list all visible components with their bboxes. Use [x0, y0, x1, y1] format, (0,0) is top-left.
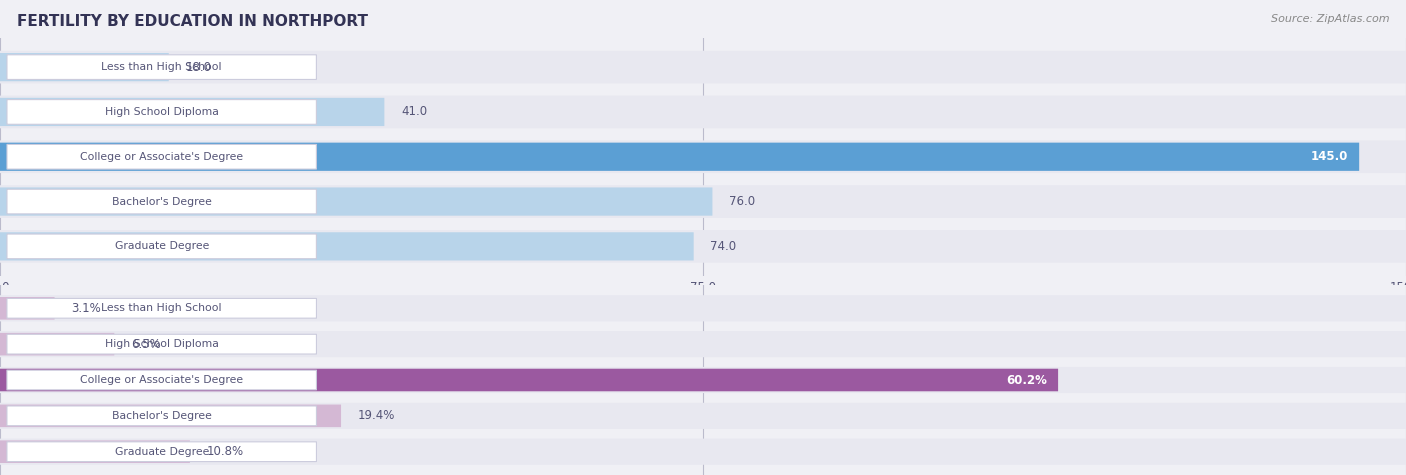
- Text: 19.4%: 19.4%: [357, 409, 395, 422]
- FancyBboxPatch shape: [0, 438, 1406, 465]
- FancyBboxPatch shape: [0, 295, 1406, 322]
- FancyBboxPatch shape: [0, 297, 55, 320]
- Text: 60.2%: 60.2%: [1005, 373, 1046, 387]
- FancyBboxPatch shape: [0, 333, 114, 355]
- Text: College or Associate's Degree: College or Associate's Degree: [80, 152, 243, 162]
- FancyBboxPatch shape: [7, 55, 316, 79]
- Text: Less than High School: Less than High School: [101, 62, 222, 72]
- Text: 76.0: 76.0: [730, 195, 755, 208]
- Text: High School Diploma: High School Diploma: [105, 339, 218, 349]
- Text: Graduate Degree: Graduate Degree: [114, 241, 209, 251]
- FancyBboxPatch shape: [0, 95, 1406, 128]
- FancyBboxPatch shape: [0, 440, 190, 463]
- Text: High School Diploma: High School Diploma: [105, 107, 218, 117]
- Text: College or Associate's Degree: College or Associate's Degree: [80, 375, 243, 385]
- FancyBboxPatch shape: [0, 230, 1406, 263]
- Text: 18.0: 18.0: [186, 61, 211, 74]
- FancyBboxPatch shape: [7, 100, 316, 124]
- Text: Less than High School: Less than High School: [101, 304, 222, 314]
- FancyBboxPatch shape: [7, 406, 316, 426]
- Text: 74.0: 74.0: [710, 240, 737, 253]
- FancyBboxPatch shape: [0, 331, 1406, 357]
- Text: FERTILITY BY EDUCATION IN NORTHPORT: FERTILITY BY EDUCATION IN NORTHPORT: [17, 14, 368, 29]
- Text: 3.1%: 3.1%: [72, 302, 101, 315]
- FancyBboxPatch shape: [0, 98, 384, 126]
- Text: 145.0: 145.0: [1310, 150, 1348, 163]
- FancyBboxPatch shape: [7, 234, 316, 259]
- Text: Graduate Degree: Graduate Degree: [114, 446, 209, 456]
- FancyBboxPatch shape: [0, 53, 169, 81]
- FancyBboxPatch shape: [7, 189, 316, 214]
- Text: 6.5%: 6.5%: [131, 338, 160, 351]
- FancyBboxPatch shape: [7, 370, 316, 390]
- FancyBboxPatch shape: [7, 442, 316, 462]
- FancyBboxPatch shape: [7, 334, 316, 354]
- FancyBboxPatch shape: [0, 232, 693, 260]
- Text: Bachelor's Degree: Bachelor's Degree: [111, 411, 212, 421]
- FancyBboxPatch shape: [0, 367, 1406, 393]
- FancyBboxPatch shape: [0, 369, 1059, 391]
- FancyBboxPatch shape: [0, 51, 1406, 84]
- FancyBboxPatch shape: [0, 185, 1406, 218]
- Text: Source: ZipAtlas.com: Source: ZipAtlas.com: [1271, 14, 1389, 24]
- FancyBboxPatch shape: [0, 405, 342, 427]
- FancyBboxPatch shape: [0, 142, 1360, 171]
- Text: 41.0: 41.0: [401, 105, 427, 118]
- FancyBboxPatch shape: [0, 403, 1406, 429]
- FancyBboxPatch shape: [0, 141, 1406, 173]
- FancyBboxPatch shape: [0, 188, 713, 216]
- Text: Bachelor's Degree: Bachelor's Degree: [111, 197, 212, 207]
- FancyBboxPatch shape: [7, 298, 316, 318]
- FancyBboxPatch shape: [7, 144, 316, 169]
- Text: 10.8%: 10.8%: [207, 445, 243, 458]
